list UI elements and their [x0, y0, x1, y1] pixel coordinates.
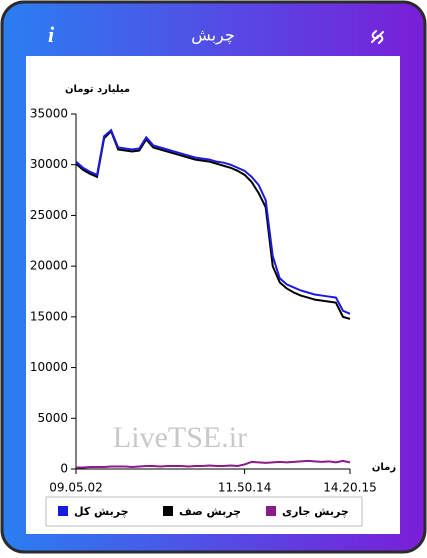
series-line: [76, 459, 351, 469]
y-tick-label: 30000: [30, 157, 68, 171]
y-tick-label: 35000: [30, 107, 68, 121]
panel: [26, 56, 400, 534]
y-tick-label: 0: [60, 462, 68, 476]
y-tick-label: 10000: [30, 360, 68, 374]
y-tick-label: 20000: [30, 259, 68, 273]
x-tick-label: 11.50.14: [218, 481, 271, 495]
y-tick-label: 15000: [30, 309, 68, 323]
x-axis-label: زمان: [372, 462, 396, 473]
legend-label: چربش جاری: [282, 505, 349, 518]
y-tick-label: 25000: [30, 208, 68, 222]
link-button[interactable]: [371, 30, 384, 44]
legend-label: چربش صف: [179, 505, 241, 518]
legend-swatch: [58, 506, 68, 516]
x-tick-label: 14.20.15: [323, 481, 376, 495]
y-axis-label: میلیارد تومان: [65, 84, 130, 95]
legend-swatch: [266, 506, 276, 516]
legend-label: چربش کل: [74, 505, 129, 518]
info-button[interactable]: i: [48, 22, 55, 47]
watermark: LiveTSE.ir: [113, 421, 247, 454]
series-line: [75, 129, 351, 320]
link-icon: [371, 30, 384, 40]
header-title: چربش: [191, 26, 235, 46]
legend-swatch: [163, 506, 173, 516]
series-line: [75, 128, 351, 315]
y-tick-label: 5000: [37, 411, 68, 425]
x-tick-label: 09.05.02: [49, 481, 102, 495]
legend: [45, 496, 363, 527]
